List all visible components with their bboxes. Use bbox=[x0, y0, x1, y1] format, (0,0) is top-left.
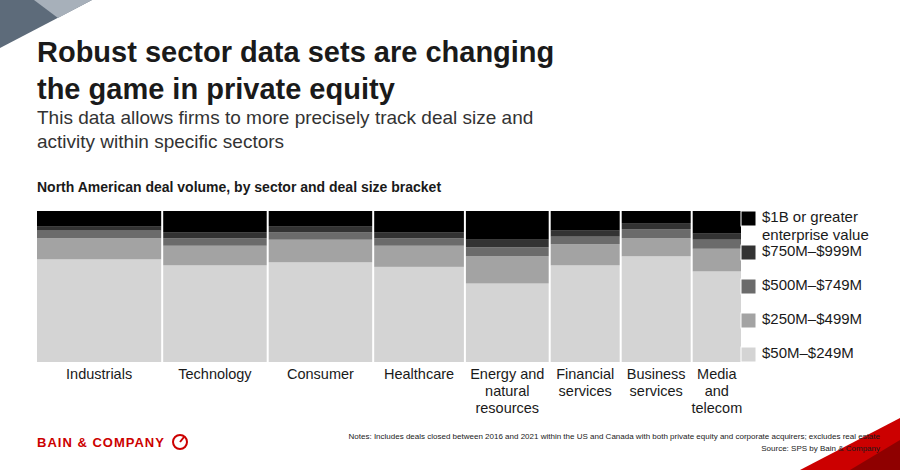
subtitle: This data allows firms to more precisely… bbox=[37, 106, 582, 154]
corner-decoration bbox=[34, 0, 92, 18]
notes: Notes: Includes deals closed between 201… bbox=[349, 431, 880, 442]
legend-swatch bbox=[741, 211, 756, 226]
legend-swatch bbox=[741, 245, 756, 260]
category-label: Energy and natural resources bbox=[462, 366, 553, 417]
bar-segment bbox=[163, 211, 267, 232]
legend-label: $500M–$749M bbox=[762, 276, 892, 294]
category-label: Technology bbox=[159, 366, 271, 383]
bar-segment bbox=[551, 211, 620, 231]
bar-segment bbox=[269, 211, 373, 226]
bar-segment bbox=[37, 231, 161, 239]
bar-segment bbox=[374, 232, 464, 238]
bar-segment bbox=[622, 238, 691, 256]
bar-segment bbox=[269, 240, 373, 263]
bar-segment bbox=[693, 234, 741, 240]
bar-segment bbox=[466, 283, 549, 362]
bars bbox=[37, 211, 741, 362]
bar-segment bbox=[374, 267, 464, 362]
bar-segment bbox=[622, 256, 691, 362]
bar-segment bbox=[622, 211, 691, 223]
brand-icon-hand bbox=[180, 437, 184, 442]
brand-text: BAIN & COMPANY bbox=[37, 435, 165, 450]
brand-icon-circle bbox=[173, 435, 187, 449]
bar-segment bbox=[269, 262, 373, 362]
category-label: Financial services bbox=[547, 366, 624, 400]
bar-segment bbox=[622, 229, 691, 238]
legend-label: $1B or greater enterprise value bbox=[762, 208, 892, 244]
bar-segment bbox=[163, 246, 267, 266]
category-label: Industrials bbox=[33, 366, 165, 383]
brand-icon bbox=[171, 433, 189, 451]
legend-label: $50M–$249M bbox=[762, 344, 892, 362]
bar-segment bbox=[551, 231, 620, 237]
bar-segment bbox=[37, 226, 161, 231]
legend-label: $750M–$999M bbox=[762, 242, 892, 260]
bar-segment bbox=[37, 259, 161, 362]
category-label: Business services bbox=[618, 366, 695, 400]
bar-segment bbox=[693, 211, 741, 234]
legend-swatch bbox=[741, 313, 756, 328]
bar-segment bbox=[269, 226, 373, 232]
bar-segment bbox=[466, 256, 549, 283]
category-label: Consumer bbox=[265, 366, 377, 383]
category-label: Media and telecom bbox=[689, 366, 745, 417]
bar-segment bbox=[163, 238, 267, 246]
bar-segment bbox=[693, 271, 741, 362]
bar-segment bbox=[37, 238, 161, 259]
bar-segment bbox=[622, 223, 691, 229]
bar-segment bbox=[466, 211, 549, 240]
bar-segment bbox=[551, 265, 620, 362]
bar-segment bbox=[693, 240, 741, 249]
bar-segment bbox=[374, 238, 464, 246]
chart-title: North American deal volume, by sector an… bbox=[37, 179, 441, 195]
bar-segment bbox=[269, 232, 373, 240]
bar-segment bbox=[551, 237, 620, 245]
source: Source: SPS by Bain & Company bbox=[761, 443, 880, 454]
bar-segment bbox=[374, 211, 464, 232]
bar-segment bbox=[163, 232, 267, 238]
bar-segment bbox=[163, 265, 267, 362]
title: Robust sector data sets are changing the… bbox=[37, 34, 597, 108]
brand: BAIN & COMPANY bbox=[37, 433, 189, 451]
bar-segment bbox=[551, 244, 620, 265]
legend-swatch bbox=[741, 279, 756, 294]
bar-segment bbox=[374, 246, 464, 267]
legend-label: $250M–$499M bbox=[762, 310, 892, 328]
bar-segment bbox=[693, 249, 741, 272]
page: {"chart_data": { "type": "bar", "title":… bbox=[0, 0, 900, 470]
legend-swatch bbox=[741, 347, 756, 362]
category-label: Healthcare bbox=[370, 366, 468, 383]
bar-segment bbox=[37, 211, 161, 226]
bar-segment bbox=[466, 247, 549, 256]
bar-segment bbox=[466, 240, 549, 248]
